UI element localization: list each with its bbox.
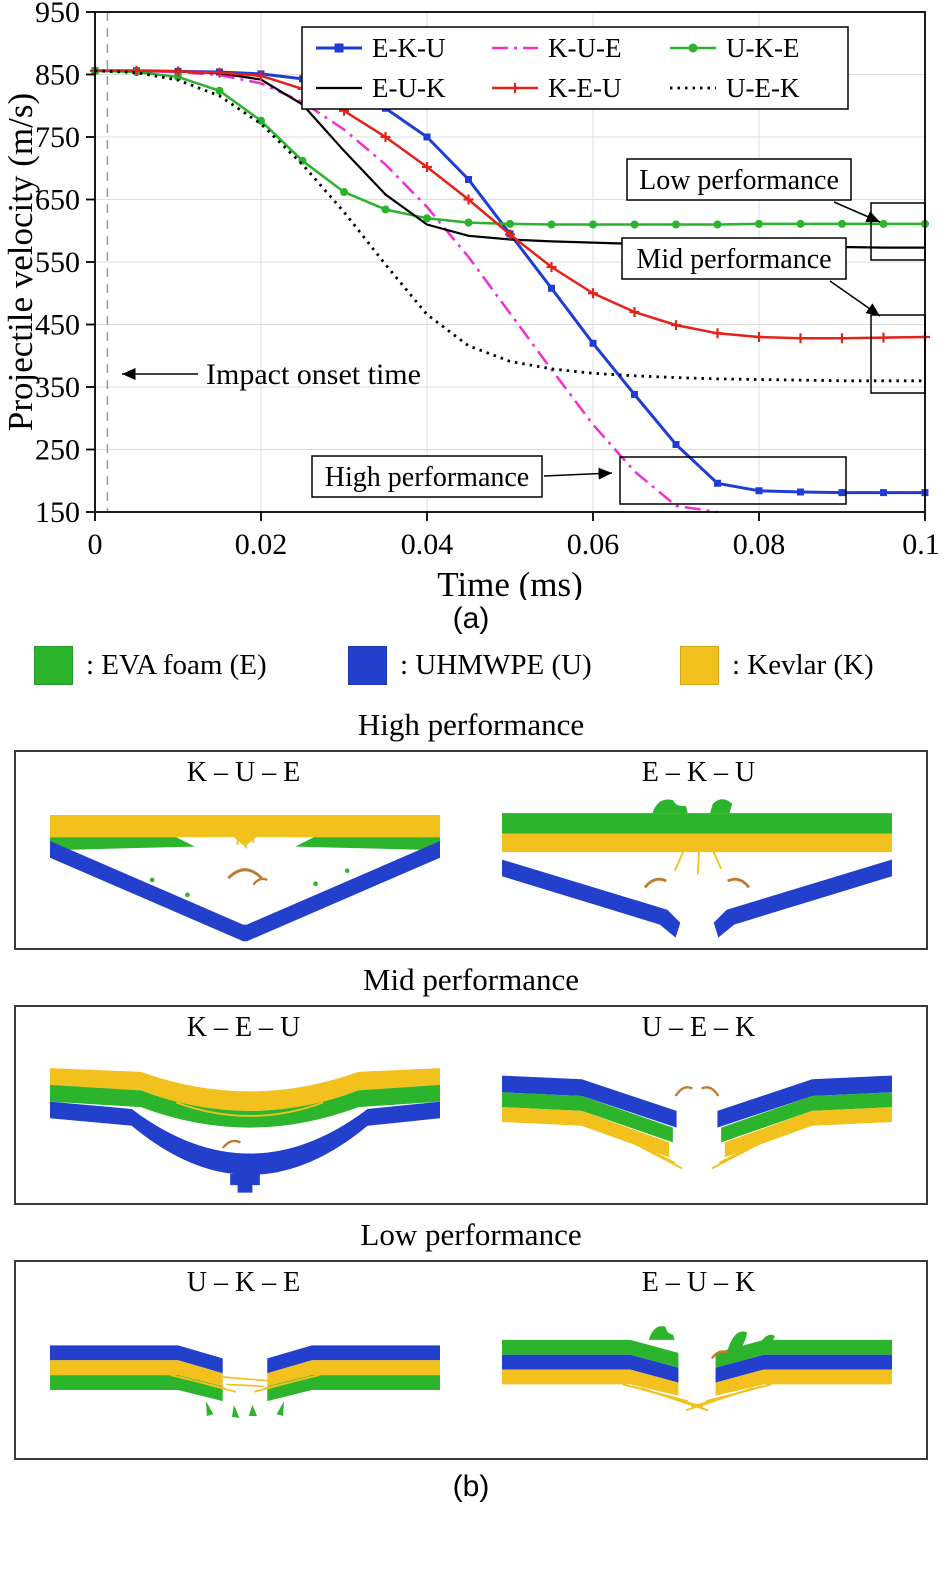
svg-text:950: 950 — [35, 0, 80, 29]
sim-figure-keu-mid — [50, 1068, 440, 1193]
panel-mid-left-label: K – E – U — [186, 1012, 301, 1043]
annotations: Impact onset time Low performance Mid perf… — [122, 158, 926, 505]
svg-text:0.02: 0.02 — [235, 528, 288, 561]
series-K-E-U — [90, 65, 930, 344]
svg-text:850: 850 — [35, 59, 80, 92]
panel-mid-right-label: U – E – K — [641, 1012, 756, 1043]
caption-a: (a) — [452, 602, 490, 635]
kevlar-swatch — [680, 646, 719, 685]
material-uhmwpe: : UHMWPE (U) — [348, 646, 680, 685]
mid-performance-label: Mid performance — [636, 244, 831, 275]
svg-text:350: 350 — [35, 371, 80, 404]
svg-text:0.1: 0.1 — [902, 528, 940, 561]
chart-legend: E-K-U K-U-E U-K-E E-U-K K-E-U U-E-K — [301, 26, 849, 110]
materials-legend: : EVA foam (E) : UHMWPE (U) : Kevlar (K) — [0, 646, 942, 685]
figure: 0 0.02 0.04 0.06 0.08 0.1 150 250 350 450 550 650 75… — [0, 0, 942, 1503]
uhmwpe-label: : UHMWPE (U) — [400, 649, 592, 681]
kevlar-label: : Kevlar (K) — [732, 649, 874, 681]
svg-text:0.08: 0.08 — [733, 528, 786, 561]
panel-title-high: High performance — [357, 707, 585, 742]
panel-section-low: Low performance U – K – E E – U – K — [0, 1217, 942, 1460]
svg-text:0.06: 0.06 — [567, 528, 620, 561]
panel-title-low: Low performance — [360, 1217, 582, 1252]
panel-low-right-label: E – U – K — [641, 1267, 756, 1298]
svg-text:150: 150 — [35, 496, 80, 529]
high-performance-label: High performance — [325, 462, 529, 493]
svg-text:450: 450 — [35, 309, 80, 342]
svg-text:E-K-U: E-K-U — [372, 33, 445, 63]
svg-text:U-E-K: U-E-K — [726, 73, 800, 103]
material-eva-foam: : EVA foam (E) — [34, 646, 348, 685]
svg-text:650: 650 — [35, 184, 80, 217]
sim-figure-eku-high — [502, 799, 892, 938]
panel-low: U – K – E E – U – K — [14, 1260, 928, 1460]
panel-high-right-label: E – K – U — [641, 757, 756, 788]
svg-text:0.04: 0.04 — [401, 528, 454, 561]
low-performance-label: Low performance — [639, 165, 839, 196]
panel-section-mid: Mid performance K – E – U U – E – K — [0, 962, 942, 1205]
panel-high-left-label: K – U – E — [186, 757, 301, 788]
svg-text:E-U-K: E-U-K — [372, 73, 446, 103]
panel-section-high: High performance K – U – E E – K – U — [0, 707, 942, 950]
svg-text:750: 750 — [35, 121, 80, 154]
sim-figure-euk-low — [502, 1326, 893, 1412]
svg-text:K-E-U: K-E-U — [548, 73, 621, 103]
y-axis-label: Projectile velocity (m/s) — [1, 93, 40, 431]
series-K-U-E — [95, 69, 718, 514]
svg-text:U-K-E: U-K-E — [726, 33, 799, 63]
uhmwpe-swatch — [348, 646, 387, 685]
svg-text:0: 0 — [88, 528, 103, 561]
panel-title-mid: Mid performance — [362, 962, 580, 997]
series-U-E-K — [94, 69, 925, 383]
panel-low-left-label: U – K – E — [186, 1267, 301, 1298]
sim-figure-uke-low — [50, 1344, 441, 1418]
eva-foam-label: : EVA foam (E) — [86, 649, 267, 681]
svg-text:250: 250 — [35, 434, 80, 467]
eva-foam-swatch — [34, 646, 73, 685]
series-E-K-U — [91, 67, 929, 497]
panel-high: K – U – E E – K – U — [14, 750, 928, 950]
material-kevlar: : Kevlar (K) — [680, 646, 874, 685]
sim-figure-kue-high — [50, 815, 440, 942]
x-axis-label: Time (ms) — [437, 565, 583, 600]
velocity-chart: 0 0.02 0.04 0.06 0.08 0.1 150 250 350 450 550 650 75… — [1, 0, 940, 600]
panel-mid: K – E – U U – E – K — [14, 1005, 928, 1205]
impact-onset-label: Impact onset time — [206, 358, 421, 391]
sim-figure-uek-mid — [502, 1074, 893, 1170]
caption-b: (b) — [452, 1470, 490, 1503]
svg-text:K-U-E: K-U-E — [548, 33, 621, 63]
svg-text:550: 550 — [35, 246, 80, 279]
